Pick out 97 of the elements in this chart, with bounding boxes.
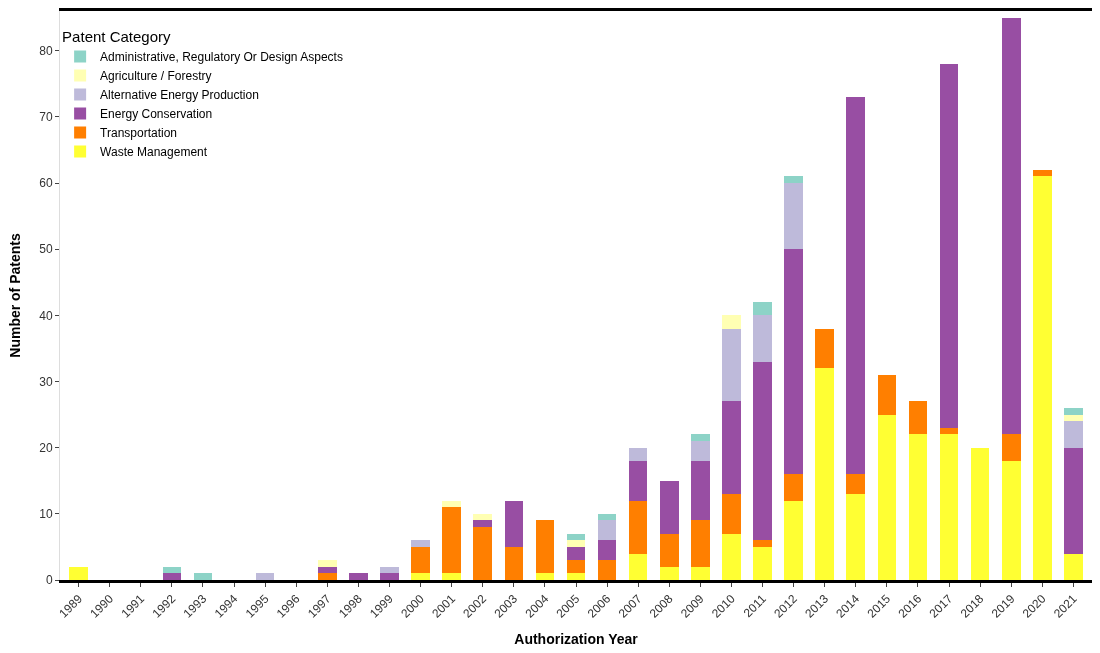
- bar: [753, 546, 772, 580]
- y-tick-label: 40: [39, 308, 53, 323]
- bar: [1064, 447, 1083, 554]
- bar: [659, 533, 679, 567]
- bar: [442, 500, 461, 508]
- y-tick-label: 20: [39, 440, 53, 455]
- bar: [628, 460, 648, 501]
- bar: [69, 566, 88, 580]
- bar: [597, 560, 617, 580]
- bar: [473, 520, 493, 528]
- bar: [255, 573, 275, 580]
- bar: [753, 361, 772, 541]
- bar: [318, 573, 337, 580]
- bar: [877, 374, 897, 415]
- bar: [504, 500, 524, 547]
- bar: [846, 474, 866, 494]
- legend-label: Alternative Energy Production: [100, 88, 259, 103]
- bar: [815, 368, 834, 580]
- bar: [473, 513, 493, 521]
- bar: [1032, 176, 1052, 580]
- bar: [411, 546, 430, 574]
- bar: [193, 573, 213, 580]
- bar: [846, 493, 866, 580]
- bar: [597, 520, 617, 541]
- bar: [1064, 553, 1083, 580]
- bar: [908, 401, 928, 435]
- bar: [784, 500, 803, 580]
- legend-label: Transportation: [100, 126, 178, 141]
- bar: [691, 566, 710, 580]
- bar: [1064, 421, 1083, 448]
- bar: [411, 573, 430, 580]
- bar: [722, 401, 741, 494]
- y-tick-label: 30: [39, 374, 53, 389]
- bar: [504, 546, 524, 580]
- bar: [970, 447, 990, 580]
- bar: [628, 447, 648, 461]
- bar: [1064, 414, 1083, 422]
- bar: [380, 573, 399, 580]
- bar: [753, 302, 772, 316]
- x-axis-title: Authorization Year: [514, 630, 639, 647]
- y-tick-label: 70: [39, 110, 53, 125]
- bar: [722, 533, 741, 580]
- y-tick-label: 50: [39, 242, 53, 257]
- y-tick-label: 0: [45, 573, 53, 588]
- bar: [566, 560, 586, 574]
- bar: [1001, 434, 1021, 461]
- bar: [628, 500, 648, 554]
- bar: [877, 414, 897, 580]
- bar: [722, 328, 741, 402]
- bar: [162, 573, 182, 580]
- bar: [566, 546, 586, 561]
- bar: [566, 573, 586, 580]
- y-tick-label: 80: [39, 43, 53, 58]
- bar: [659, 480, 679, 534]
- bar: [535, 573, 555, 580]
- bar: [722, 493, 741, 534]
- bar: [566, 540, 586, 547]
- legend-title: Patent Category: [62, 27, 172, 45]
- bar: [318, 566, 337, 574]
- bar: [846, 97, 866, 475]
- bar: [349, 573, 368, 580]
- bar: [784, 249, 803, 475]
- bar: [1001, 460, 1021, 580]
- bar: [815, 328, 834, 369]
- legend-label: Administrative, Regulatory Or Design Aspects: [100, 50, 343, 65]
- legend-label: Waste Management: [100, 145, 208, 160]
- bar: [691, 441, 710, 461]
- bar: [1001, 17, 1021, 435]
- bar: [753, 540, 772, 547]
- y-axis-title: Number of Patents: [6, 233, 23, 358]
- bar: [442, 507, 461, 574]
- legend-label: Agriculture / Forestry: [100, 69, 212, 84]
- bar: [784, 183, 803, 250]
- bar: [939, 63, 959, 428]
- bar: [784, 176, 803, 184]
- bar: [659, 566, 679, 580]
- bar: [691, 434, 710, 442]
- bar: [628, 553, 648, 580]
- y-tick-label: 60: [39, 176, 53, 191]
- bar: [597, 540, 617, 561]
- bar: [318, 560, 337, 567]
- y-tick-label: 10: [39, 507, 53, 522]
- bar: [691, 460, 710, 521]
- bar: [535, 520, 555, 574]
- bar: [411, 540, 430, 547]
- bar: [473, 527, 493, 580]
- bar: [1064, 407, 1083, 415]
- bar: [442, 573, 461, 580]
- bar: [722, 315, 741, 329]
- bar: [784, 474, 803, 501]
- bar: [691, 520, 710, 567]
- bar: [908, 434, 928, 580]
- bar: [380, 566, 399, 574]
- bar: [939, 434, 959, 580]
- legend-label: Energy Conservation: [100, 107, 213, 122]
- bar: [1032, 169, 1052, 177]
- bar: [753, 315, 772, 362]
